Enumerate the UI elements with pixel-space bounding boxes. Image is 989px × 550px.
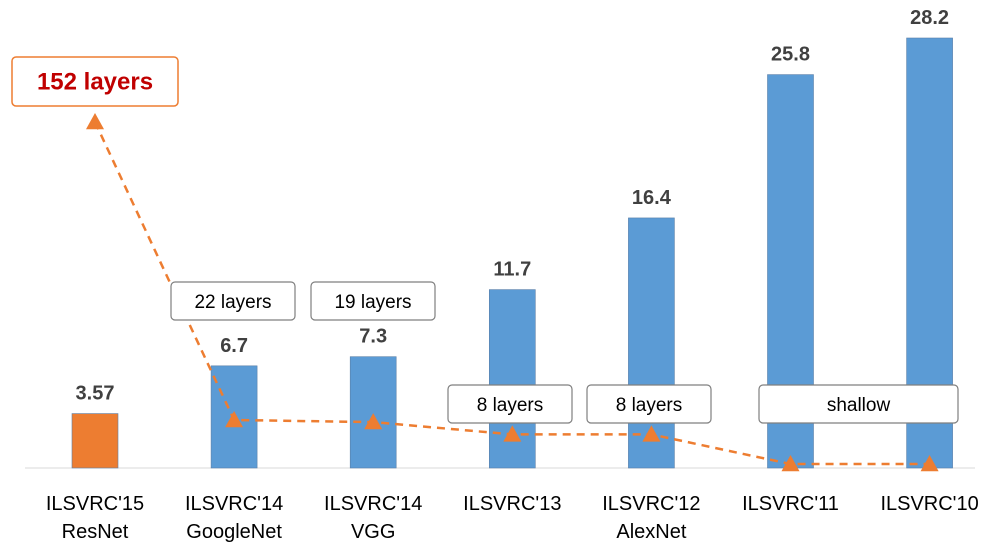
value-label-6: 28.2: [910, 7, 949, 29]
category-sublabel-2: VGG: [351, 521, 395, 543]
category-label-2: ILSVRC'14: [324, 493, 422, 515]
value-label-1: 6.7: [220, 335, 248, 357]
layer-annotation-1: 22 layers: [194, 292, 271, 313]
depth-marker-2: [364, 413, 383, 430]
category-sublabel-4: AlexNet: [616, 521, 686, 543]
value-label-2: 7.3: [359, 326, 387, 348]
depth-marker-1: [225, 411, 244, 428]
category-sublabel-0: ResNet: [62, 521, 129, 543]
layer-annotation-2: 19 layers: [334, 292, 411, 313]
layer-annotation-3: 8 layers: [477, 395, 544, 416]
category-label-0: ILSVRC'15: [46, 493, 144, 515]
bar-2: [349, 356, 397, 469]
depth-marker-0: [86, 113, 104, 130]
value-label-5: 25.8: [771, 44, 810, 66]
layer-annotation-5: shallow: [827, 395, 891, 416]
category-label-6: ILSVRC'10: [880, 493, 978, 515]
layer-box-5: [758, 384, 959, 424]
layer-box-0: [11, 56, 179, 107]
depth-marker-6: [920, 455, 939, 472]
layer-box-1: [170, 281, 296, 321]
category-label-3: ILSVRC'13: [463, 493, 561, 515]
category-label-5: ILSVRC'11: [742, 493, 839, 515]
value-label-4: 16.4: [632, 187, 672, 209]
depth-marker-5: [781, 455, 800, 472]
category-sublabel-1: GoogleNet: [186, 521, 282, 543]
category-label-1: ILSVRC'14: [185, 493, 283, 515]
layer-box-3: [447, 384, 573, 424]
layer-box-4: [586, 384, 712, 424]
value-label-3: 11.7: [493, 259, 531, 281]
category-label-4: ILSVRC'12: [602, 493, 700, 515]
bar-0: [71, 413, 119, 469]
depth-marker-3: [503, 425, 522, 442]
depth-marker-4: [642, 425, 661, 442]
value-label-0: 3.57: [76, 383, 115, 405]
layer-annotation-0: 152 layers: [37, 69, 153, 96]
layer-annotation-4: 8 layers: [616, 395, 683, 416]
layer-box-2: [310, 281, 436, 321]
